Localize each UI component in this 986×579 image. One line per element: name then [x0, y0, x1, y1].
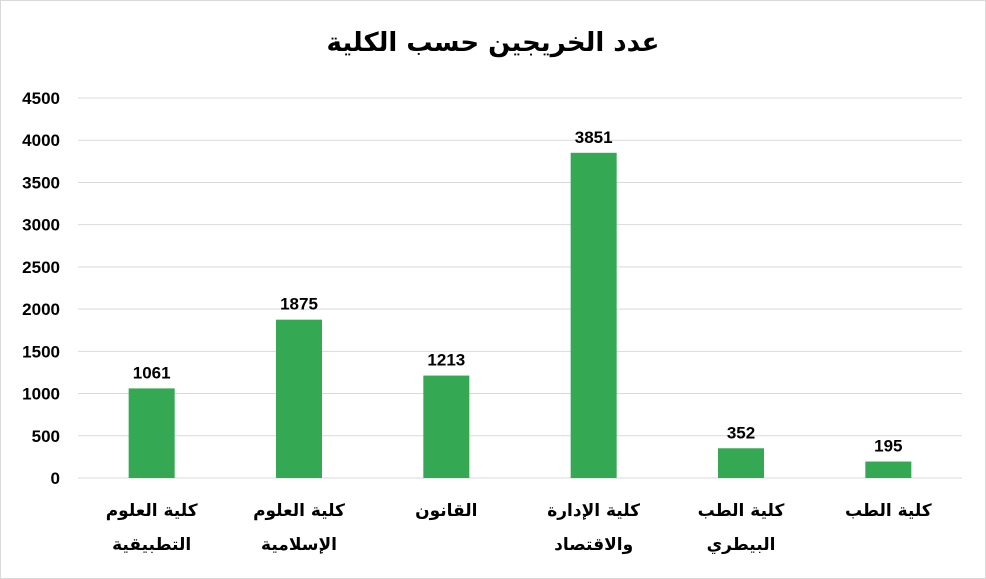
data-label: 1875	[280, 295, 318, 314]
y-tick-label: 1500	[22, 342, 60, 361]
x-tick-label: كلية الإدارة والاقتصاد	[547, 501, 641, 555]
bar	[865, 461, 912, 478]
y-tick-label: 500	[32, 427, 60, 446]
y-tick-label: 1000	[22, 385, 60, 404]
y-tick-label: 4000	[22, 131, 60, 150]
bar	[128, 388, 175, 478]
data-label: 1213	[427, 351, 465, 370]
data-label: 352	[727, 423, 755, 442]
x-tick-label: القانون	[415, 501, 478, 521]
y-tick-label: 2500	[22, 258, 60, 277]
bar	[570, 152, 617, 478]
x-tick-label: كلية العلوم الإسلامية	[253, 501, 345, 555]
bar	[718, 448, 764, 478]
chart-title: عدد الخريجين حسب الكلية	[326, 28, 660, 58]
y-tick-label: 3000	[22, 216, 60, 235]
data-label: 3851	[575, 128, 613, 147]
bar	[276, 319, 322, 478]
y-tick-label: 3500	[22, 173, 60, 192]
x-tick-label: كلية الطب البيطري	[697, 501, 785, 555]
x-tick-label: كلية العلوم التطبيقية	[105, 501, 198, 555]
y-tick-label: 0	[51, 469, 60, 488]
x-tick-label: كلية الطب	[844, 501, 932, 521]
y-tick-label: 4500	[22, 89, 60, 108]
y-tick-label: 2000	[22, 300, 60, 319]
bar	[423, 375, 470, 478]
data-label: 1061	[133, 363, 171, 382]
data-label: 195	[874, 437, 902, 456]
